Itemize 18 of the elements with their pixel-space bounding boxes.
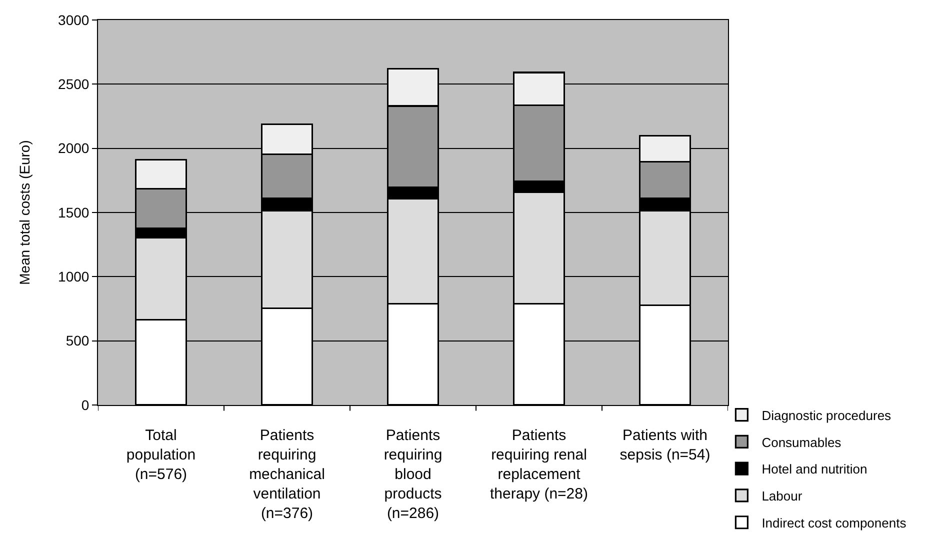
- x-tick-label: Patients requiring mechanical ventilation (n=376): [249, 427, 325, 522]
- legend-label: Labour: [762, 488, 803, 504]
- y-tick-label: 500: [66, 332, 90, 349]
- x-tick-label: Patients requiring blood products (n=286): [384, 427, 442, 522]
- y-tick-label: 0: [81, 396, 90, 413]
- y-tick-label: 2000: [58, 140, 90, 156]
- x-tick-label: Patients with sepsis (n=54): [620, 427, 710, 464]
- legend-label: Consumables: [762, 434, 842, 450]
- legend-label: Hotel and nutrition: [762, 462, 868, 477]
- y-tick-label: 1000: [58, 268, 90, 285]
- x-tick-label: Patients requiring renal replacement therapy (n=28): [490, 427, 588, 502]
- legend-label: Diagnostic procedures: [762, 408, 892, 423]
- y-axis-title: Mean total costs (Euro): [16, 140, 33, 285]
- y-tick-label: 2500: [58, 76, 90, 92]
- y-tick-label: 3000: [58, 12, 90, 28]
- y-tick-label: 1500: [58, 204, 90, 220]
- x-tick-label: Total population (n=576): [126, 427, 196, 483]
- legend-label: Indirect cost components: [762, 515, 907, 530]
